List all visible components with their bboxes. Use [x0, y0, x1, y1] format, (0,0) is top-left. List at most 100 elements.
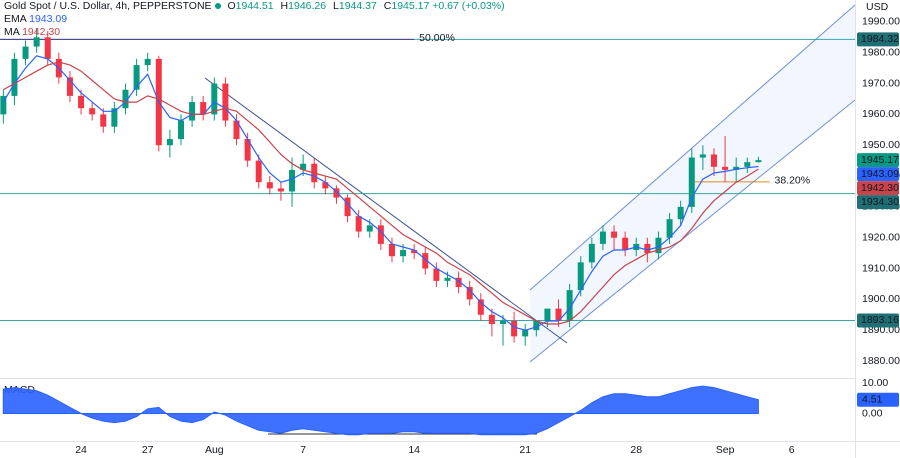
indicator-name: MA [4, 26, 20, 38]
price-badge-label: 1893.16 [861, 314, 899, 326]
candle-body [166, 139, 173, 146]
candle-body [189, 102, 196, 121]
candle-body [500, 320, 507, 325]
price-badge [857, 153, 899, 168]
symbol-title: Gold Spot / U.S. Dollar, 4h, PEPPERSTONE [4, 0, 212, 12]
candle-body [200, 102, 207, 115]
candle-body [11, 58, 18, 96]
indicator-value: 1942.30 [22, 26, 61, 38]
candle-body [222, 83, 229, 121]
candle-body [133, 65, 140, 90]
price-badge [857, 313, 899, 328]
candle-body [433, 268, 440, 281]
y-tick-label: 1950.00 [862, 139, 900, 151]
candle-body [655, 237, 662, 254]
quote-key: H [280, 0, 289, 12]
candle-body [233, 120, 240, 140]
price-badge-label: 1945.17 [861, 154, 899, 166]
candle-body [0, 95, 7, 115]
quote-row: Gold Spot / U.S. Dollar, 4h, PEPPERSTONE… [4, 0, 505, 13]
quote-change: +0.67 (+0.03%) [432, 0, 505, 12]
candle-body [755, 160, 762, 163]
trend-line [204, 77, 568, 344]
candle-body [555, 308, 562, 321]
candle-body [300, 163, 307, 170]
candle-body [744, 162, 751, 167]
candle-body [344, 197, 351, 217]
candle-body [488, 314, 495, 325]
candle-body [577, 262, 584, 291]
price-badge-label: 1984.32 [861, 33, 899, 45]
x-tick-label: 21 [519, 444, 531, 456]
candle-body [466, 287, 473, 300]
candle-body [411, 250, 418, 254]
candle-body [477, 299, 484, 315]
indicator-name: EMA [4, 13, 27, 25]
candle-body [277, 188, 284, 192]
candle-body [677, 206, 684, 220]
x-tick-label: 28 [630, 444, 642, 456]
currency-label: USD [866, 1, 889, 13]
candle-body [688, 157, 695, 207]
candle-body [599, 231, 606, 244]
fib-label: 38.20% [775, 175, 811, 187]
candle-body [322, 182, 329, 189]
quote-value: 1944.51 [235, 0, 274, 12]
candle-body [710, 154, 717, 167]
candle-body [622, 237, 629, 251]
candle-body [211, 83, 218, 115]
price-badge [857, 167, 899, 182]
indicator-line [3, 61, 759, 325]
macd-badge [857, 392, 899, 407]
candle-body [177, 120, 184, 140]
x-tick-label: Sep [716, 444, 735, 456]
candle-body [89, 108, 96, 115]
channel-upper [529, 4, 856, 291]
y-tick-label: 1990.00 [862, 16, 900, 28]
candle-body [289, 169, 296, 192]
candle-body [78, 95, 85, 109]
candle-body [333, 188, 340, 198]
candle-body [511, 320, 518, 337]
candle-body [366, 225, 373, 232]
y-tick-label: 1900.00 [862, 293, 900, 305]
candle-body [588, 243, 595, 263]
quote-value: 1944.37 [338, 0, 377, 12]
y-tick-label: 1910.00 [862, 262, 900, 274]
candle-body [144, 58, 151, 66]
macd-tick-label: 10.00 [862, 377, 888, 389]
candle-body [400, 250, 407, 257]
price-badge-label: 1943.09 [861, 168, 899, 180]
candle-body [377, 225, 384, 244]
candle-body [100, 114, 107, 127]
x-tick-label: Aug [205, 444, 224, 456]
macd-area [2, 385, 759, 436]
y-tick-label: 1970.00 [862, 77, 900, 89]
candle-body [244, 139, 251, 161]
candle-body [111, 108, 118, 127]
price-badge [857, 32, 899, 47]
indicator-row: EMA 1943.09 [4, 13, 505, 26]
y-tick-label: 1920.00 [862, 231, 900, 243]
fib-label: 50.00% [419, 32, 455, 44]
candle-body [66, 77, 73, 96]
candle-body [699, 154, 706, 158]
x-tick-label: 24 [75, 444, 87, 456]
candle-body [544, 308, 551, 321]
macd-badge-label: 4.51 [862, 394, 883, 406]
candle-body [611, 231, 618, 238]
x-tick-label: 7 [300, 444, 306, 456]
legend: Gold Spot / U.S. Dollar, 4h, PEPPERSTONE… [4, 0, 505, 39]
price-badge-label: 1934.30 [861, 196, 899, 208]
quote-key: L [333, 0, 339, 12]
candle-body [733, 166, 740, 170]
channel-lower [529, 99, 856, 363]
candle-body [266, 182, 273, 189]
candle-body [444, 277, 451, 281]
indicator-value: 1943.09 [29, 13, 68, 25]
candle-body [566, 290, 573, 321]
indicator-row: MA 1942.30 [4, 26, 505, 39]
candle-body [644, 243, 651, 254]
candle-body [33, 37, 40, 47]
candle-body [122, 89, 129, 109]
